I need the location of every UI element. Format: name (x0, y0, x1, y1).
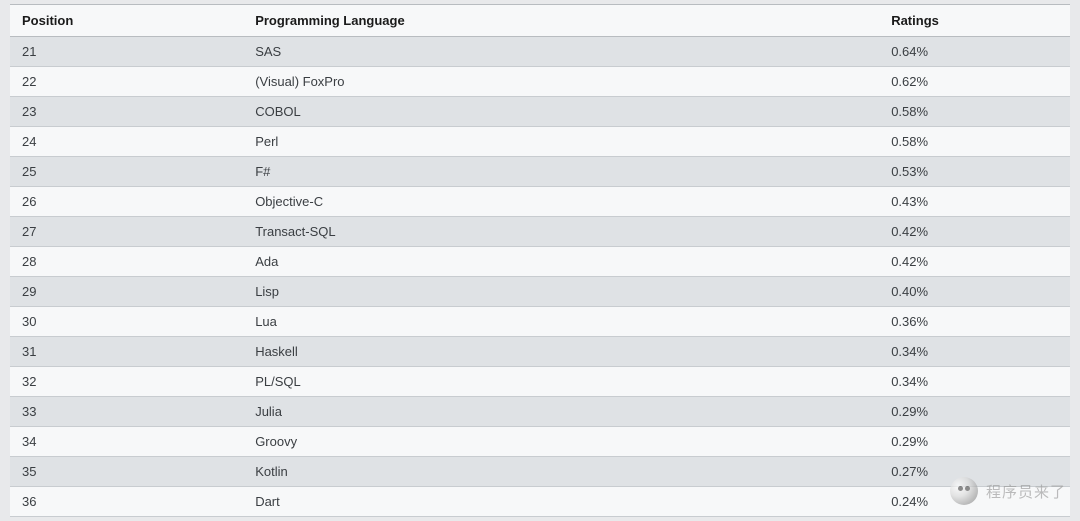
cell-ratings: 0.64% (879, 37, 1070, 67)
table-row: 33Julia0.29% (10, 397, 1070, 427)
cell-ratings: 0.58% (879, 127, 1070, 157)
cell-position: 36 (10, 487, 243, 517)
cell-language: Groovy (243, 427, 879, 457)
cell-position: 34 (10, 427, 243, 457)
cell-ratings: 0.42% (879, 247, 1070, 277)
cell-ratings: 0.34% (879, 337, 1070, 367)
table-row: 32PL/SQL0.34% (10, 367, 1070, 397)
cell-language: Kotlin (243, 457, 879, 487)
table-row: 24Perl0.58% (10, 127, 1070, 157)
table-row: 22(Visual) FoxPro0.62% (10, 67, 1070, 97)
table-row: 34Groovy0.29% (10, 427, 1070, 457)
cell-ratings: 0.36% (879, 307, 1070, 337)
header-language: Programming Language (243, 5, 879, 37)
header-position: Position (10, 5, 243, 37)
cell-language: Transact-SQL (243, 217, 879, 247)
cell-language: F# (243, 157, 879, 187)
watermark-text: 程序员来了 (986, 481, 1066, 502)
table-row: 36Dart0.24% (10, 487, 1070, 517)
table-row: 23COBOL0.58% (10, 97, 1070, 127)
cell-ratings: 0.43% (879, 187, 1070, 217)
table-row: 29Lisp0.40% (10, 277, 1070, 307)
cell-position: 29 (10, 277, 243, 307)
watermark: 程序员来了 (950, 477, 1066, 505)
cell-language: SAS (243, 37, 879, 67)
cell-language: Lua (243, 307, 879, 337)
cell-language: Ada (243, 247, 879, 277)
table-head: PositionProgramming LanguageRatings (10, 5, 1070, 37)
cell-language: (Visual) FoxPro (243, 67, 879, 97)
table-row: 26Objective-C0.43% (10, 187, 1070, 217)
cell-ratings: 0.53% (879, 157, 1070, 187)
cell-position: 25 (10, 157, 243, 187)
cell-ratings: 0.29% (879, 427, 1070, 457)
cell-language: Haskell (243, 337, 879, 367)
cell-position: 24 (10, 127, 243, 157)
cell-ratings: 0.62% (879, 67, 1070, 97)
cell-position: 33 (10, 397, 243, 427)
cell-position: 27 (10, 217, 243, 247)
cell-position: 26 (10, 187, 243, 217)
cell-position: 30 (10, 307, 243, 337)
header-row: PositionProgramming LanguageRatings (10, 5, 1070, 37)
table-row: 27Transact-SQL0.42% (10, 217, 1070, 247)
table-body: 21SAS0.64%22(Visual) FoxPro0.62%23COBOL0… (10, 37, 1070, 517)
cell-ratings: 0.40% (879, 277, 1070, 307)
cell-ratings: 0.58% (879, 97, 1070, 127)
cell-language: COBOL (243, 97, 879, 127)
cell-position: 31 (10, 337, 243, 367)
table-row: 35Kotlin0.27% (10, 457, 1070, 487)
header-ratings: Ratings (879, 5, 1070, 37)
table-row: 31Haskell0.34% (10, 337, 1070, 367)
cell-ratings: 0.29% (879, 397, 1070, 427)
cell-position: 28 (10, 247, 243, 277)
cell-language: Dart (243, 487, 879, 517)
watermark-avatar-icon (950, 477, 978, 505)
table-row: 30Lua0.36% (10, 307, 1070, 337)
cell-language: Julia (243, 397, 879, 427)
cell-language: PL/SQL (243, 367, 879, 397)
cell-position: 35 (10, 457, 243, 487)
cell-position: 23 (10, 97, 243, 127)
table-row: 21SAS0.64% (10, 37, 1070, 67)
cell-language: Lisp (243, 277, 879, 307)
cell-ratings: 0.34% (879, 367, 1070, 397)
cell-language: Objective-C (243, 187, 879, 217)
table-container: PositionProgramming LanguageRatings 21SA… (0, 0, 1080, 521)
table-row: 25F#0.53% (10, 157, 1070, 187)
cell-language: Perl (243, 127, 879, 157)
cell-position: 32 (10, 367, 243, 397)
cell-ratings: 0.42% (879, 217, 1070, 247)
rankings-table: PositionProgramming LanguageRatings 21SA… (10, 4, 1070, 517)
cell-position: 22 (10, 67, 243, 97)
cell-position: 21 (10, 37, 243, 67)
table-row: 28Ada0.42% (10, 247, 1070, 277)
